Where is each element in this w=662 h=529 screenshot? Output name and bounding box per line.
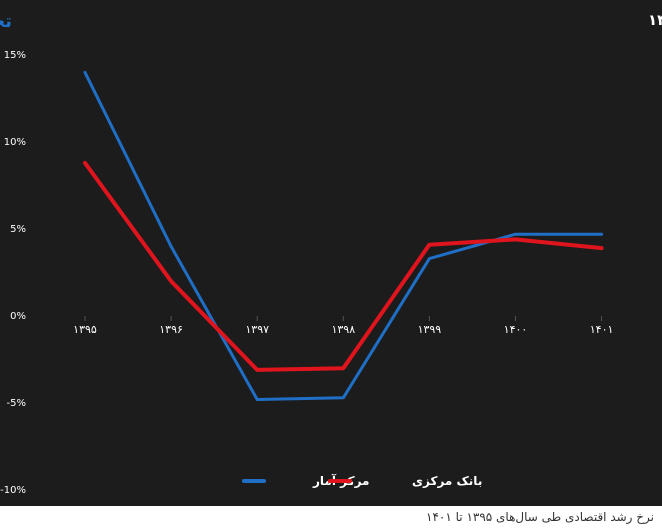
y-tick-label: -5%	[7, 398, 26, 409]
x-tick-label: ۱۳۹۸	[331, 323, 355, 336]
legend-label: بانک مرکزی	[412, 474, 482, 488]
x-tick-label: ۱۴۰۱	[590, 323, 614, 336]
x-tick-label: ۱۳۹۷	[245, 323, 269, 336]
line-chart: آمار بانک مرکزی و مرکز آمار از رشد اقتصا…	[0, 11, 662, 496]
series-line-markaz-amar	[83, 70, 604, 401]
x-tick-label: ۱۴۰۰	[504, 323, 528, 336]
x-tick-label: ۱۳۹۵	[73, 323, 97, 336]
y-tick-label: 5%	[10, 224, 26, 235]
y-tick-label: -10%	[0, 485, 26, 496]
x-tick-label: ۱۳۹۶	[159, 323, 183, 336]
y-tick-label: 0%	[10, 311, 26, 322]
series-line-bank-markazi	[83, 160, 604, 372]
legend: مرکز آمار بانک مرکزی	[242, 473, 482, 488]
figure-caption: نرخ رشد اقتصادی طی سال‌های ۱۳۹۵ تا ۱۴۰۱	[426, 510, 654, 524]
y-tick-label: 10%	[4, 137, 26, 148]
y-axis: 15% 10% 5% 0% -5% -10%	[0, 50, 26, 496]
logo: تجارت‌نیوز	[0, 11, 12, 32]
y-tick-label: 15%	[4, 50, 26, 61]
chart-title: آمار بانک مرکزی و مرکز آمار از رشد اقتصا…	[648, 11, 662, 29]
series-layer	[83, 70, 604, 401]
x-axis: ۱۳۹۵ ۱۳۹۶ ۱۳۹۷ ۱۳۹۸ ۱۳۹۹ ۱۴۰۰ ۱۴۰۱	[73, 316, 613, 336]
chart-frame: آمار بانک مرکزی و مرکز آمار از رشد اقتصا…	[0, 0, 662, 506]
x-tick-label: ۱۳۹۹	[418, 323, 442, 336]
